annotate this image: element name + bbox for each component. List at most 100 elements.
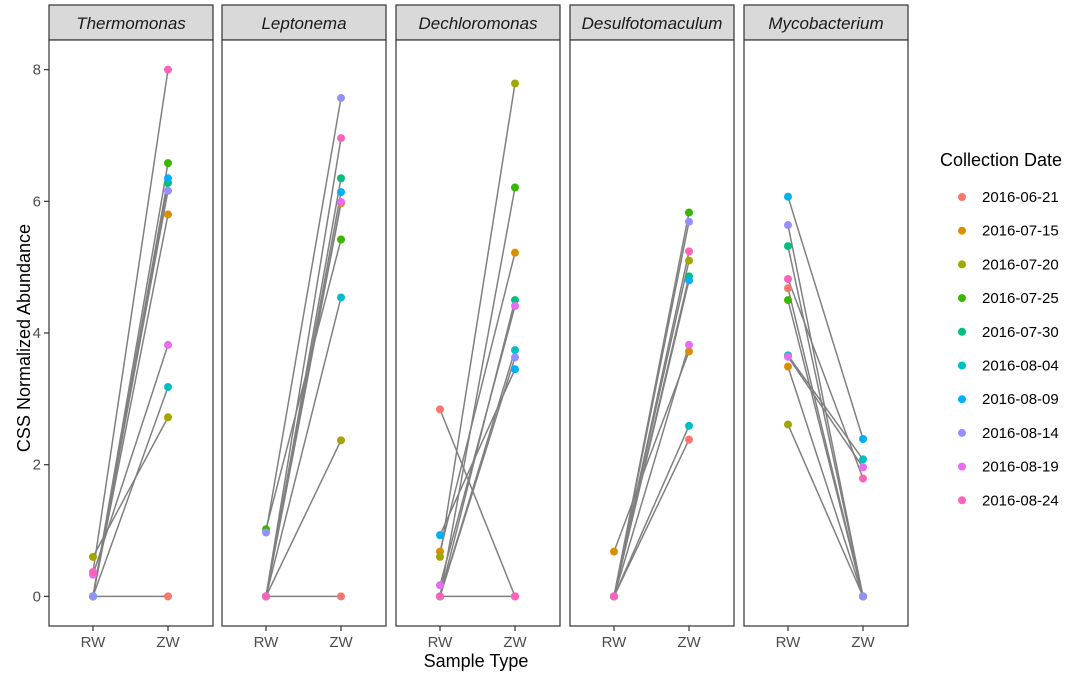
pair-line — [92, 386, 169, 597]
y-tick-label: 0 — [33, 588, 41, 605]
pair-lines — [439, 83, 516, 598]
pair-line — [613, 251, 690, 597]
facet-title: Thermomonas — [76, 14, 186, 33]
data-point-zw — [685, 340, 693, 349]
data-point-zw — [164, 340, 172, 349]
data-point-rw — [89, 592, 97, 601]
y-tick-label: 8 — [33, 62, 41, 79]
x-tick-label: ZW — [156, 634, 180, 651]
facet-desulfotomaculum: Desulfotomaculum RW ZW — [569, 4, 735, 651]
data-point-rw — [89, 568, 97, 577]
data-point-zw — [511, 365, 519, 374]
data-point-zw — [859, 455, 867, 464]
legend-item: 2016-08-09 — [958, 391, 1059, 408]
data-point-zw — [164, 174, 172, 183]
data-point-zw — [859, 435, 867, 444]
facet-strip — [743, 4, 909, 41]
data-point-zw — [337, 93, 345, 102]
data-point-zw — [164, 65, 172, 74]
pair-line — [787, 278, 864, 479]
data-point-rw — [784, 284, 792, 293]
data-point-zw — [164, 210, 172, 219]
facet-strip — [395, 4, 561, 41]
data-point-zw — [164, 186, 172, 195]
data-point-zw — [511, 183, 519, 192]
pair-line — [613, 221, 690, 597]
data-point-zw — [511, 248, 519, 257]
x-tick-label: ZW — [329, 634, 353, 651]
data-point-rw — [784, 420, 792, 429]
x-axis-title: Sample Type — [424, 651, 529, 671]
facet-leptonema: Leptonema RW ZW — [221, 4, 387, 651]
data-point-zw — [685, 256, 693, 265]
facet-title: Desulfotomaculum — [582, 14, 723, 33]
data-point-rw — [610, 547, 618, 556]
data-point-rw — [784, 275, 792, 284]
data-point-zw — [337, 188, 345, 197]
pair-line — [265, 297, 342, 597]
facet-panel — [221, 39, 387, 627]
legend-item: 2016-08-14 — [958, 425, 1059, 442]
data-point-rw — [262, 592, 270, 601]
data-points — [784, 192, 867, 601]
pair-line — [265, 137, 342, 597]
x-tick-label: ZW — [677, 634, 701, 651]
pair-line — [92, 69, 169, 573]
data-point-rw — [784, 242, 792, 251]
data-point-zw — [164, 382, 172, 391]
legend-label: 2016-08-24 — [982, 492, 1059, 509]
data-point-rw — [784, 221, 792, 230]
legend-item: 2016-07-25 — [958, 290, 1059, 307]
data-point-zw — [164, 413, 172, 422]
legend-key — [958, 294, 966, 303]
data-point-zw — [859, 463, 867, 472]
legend-key — [958, 260, 966, 269]
data-point-rw — [784, 352, 792, 361]
legend-title: Collection Date — [940, 150, 1062, 170]
facet-panel — [48, 39, 214, 627]
facet-panel — [743, 39, 909, 627]
legend-key — [958, 395, 966, 404]
data-point-rw — [436, 581, 444, 590]
data-point-rw — [89, 552, 97, 561]
pair-line — [787, 356, 864, 468]
pair-line — [439, 357, 516, 597]
data-point-zw — [685, 435, 693, 444]
pair-line — [265, 439, 342, 597]
data-point-zw — [164, 592, 172, 601]
legend-label: 2016-08-19 — [982, 459, 1059, 476]
legend-key — [958, 193, 966, 201]
data-point-rw — [436, 405, 444, 414]
x-tick-label: RW — [81, 634, 107, 651]
data-point-zw — [511, 79, 519, 88]
legend-key — [958, 496, 966, 505]
facet-title: Dechloromonas — [418, 14, 538, 33]
data-point-zw — [337, 197, 345, 206]
pair-line — [787, 196, 864, 440]
x-tick-label: RW — [428, 634, 454, 651]
y-tick-label: 6 — [33, 193, 41, 210]
pair-line — [613, 344, 690, 597]
x-tick-label: ZW — [851, 634, 875, 651]
facet-title: Leptonema — [261, 14, 346, 33]
data-point-zw — [337, 134, 345, 143]
data-point-rw — [436, 592, 444, 601]
legend-key — [958, 428, 966, 437]
facet-panel — [395, 39, 561, 627]
legend-label: 2016-06-21 — [982, 189, 1059, 206]
pair-line — [439, 305, 516, 586]
legend-label: 2016-08-04 — [982, 358, 1059, 375]
data-point-zw — [337, 293, 345, 302]
data-points — [89, 65, 172, 601]
pair-line — [439, 83, 516, 557]
x-tick-label: RW — [776, 634, 802, 651]
legend-label: 2016-08-09 — [982, 391, 1059, 408]
data-point-rw — [784, 296, 792, 305]
data-point-rw — [784, 362, 792, 371]
data-point-zw — [337, 436, 345, 445]
legend-label: 2016-07-30 — [982, 324, 1059, 341]
y-tick-label: 4 — [33, 325, 41, 342]
pair-line — [92, 416, 169, 558]
pair-lines — [613, 212, 690, 597]
